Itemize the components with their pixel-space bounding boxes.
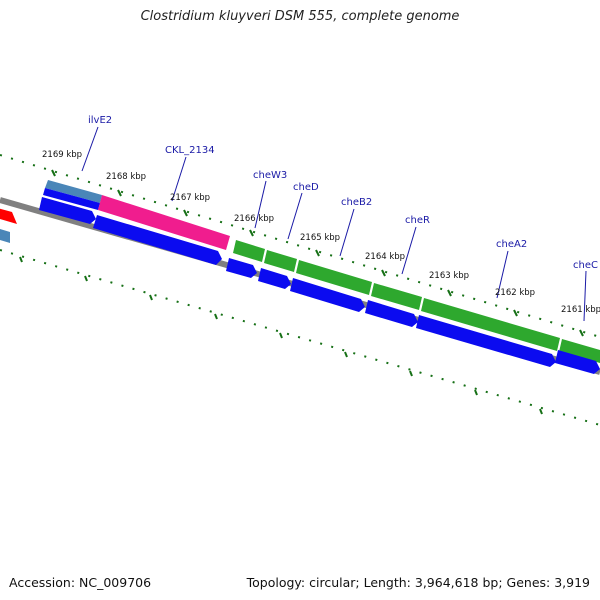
red-feature-block xyxy=(0,208,17,224)
genome-title: Clostridium kluyveri DSM 555, complete g… xyxy=(140,9,460,24)
gene-arrow-cher xyxy=(365,300,418,327)
ched-category-block xyxy=(264,250,297,272)
kbp-label-2161: 2161 kbp xyxy=(561,305,600,315)
chea2-category-block xyxy=(421,298,560,351)
gene-label-cher: cheR xyxy=(405,215,430,226)
accession-label: Accession: NC_009706 xyxy=(9,575,152,590)
kbp-label-2166: 2166 kbp xyxy=(234,214,274,224)
gene-arrows xyxy=(39,197,600,374)
gene-arrow-chew3 xyxy=(226,258,257,278)
gene-label-cheb2: cheB2 xyxy=(341,197,372,208)
kbp-label-2165: 2165 kbp xyxy=(300,233,340,243)
kbp-label-2169: 2169 kbp xyxy=(42,150,82,160)
kbp-label-2163: 2163 kbp xyxy=(429,271,469,281)
gene-arrow-cheb2 xyxy=(290,278,365,312)
category-strand xyxy=(43,180,600,363)
genome-summary: Topology: circular; Length: 3,964,618 bp… xyxy=(246,575,590,590)
gene-arrow-ched xyxy=(258,268,291,289)
ilvE2-lower-block xyxy=(43,188,100,210)
inner-tick-track xyxy=(0,249,600,426)
gene-label-ckl2134: CKL_2134 xyxy=(165,145,215,156)
gene-label-ilve2: ilvE2 xyxy=(88,115,112,126)
cher-category-block xyxy=(371,283,422,310)
gene-arrow-ilve2 xyxy=(39,197,96,224)
ckl2134-category-block xyxy=(98,195,230,250)
outer-tick-track xyxy=(0,154,600,338)
kbp-label-2164: 2164 kbp xyxy=(365,252,405,262)
gene-label-chew3: cheW3 xyxy=(253,170,287,181)
ilv-feature-left xyxy=(0,229,10,243)
gene-label-leaders xyxy=(81,126,587,322)
gene-arrow-chea2 xyxy=(416,315,556,367)
major-ticks xyxy=(19,169,584,415)
kbp-label-2162: 2162 kbp xyxy=(495,288,535,298)
gene-arrow-ckl2134 xyxy=(93,215,222,265)
gene-label-chec: cheC xyxy=(573,260,598,271)
chec-category-block xyxy=(559,339,600,363)
kbp-label-2167: 2167 kbp xyxy=(170,193,210,203)
gene-label-chea2: cheA2 xyxy=(496,239,527,250)
kbp-label-2168: 2168 kbp xyxy=(106,172,146,182)
ilvE2-category-block xyxy=(45,180,102,203)
cheb2-category-block xyxy=(296,260,372,295)
gene-label-ched: cheD xyxy=(293,182,319,193)
chew3-category-block xyxy=(233,240,265,262)
gene-arrow-chec xyxy=(555,350,600,374)
